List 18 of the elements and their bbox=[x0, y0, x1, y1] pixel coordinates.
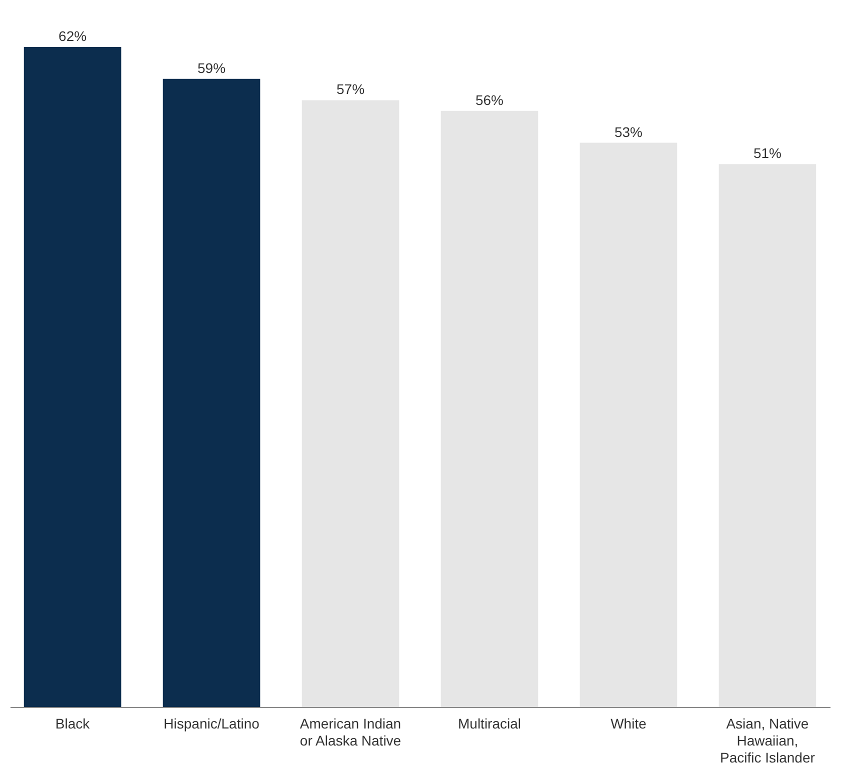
data-label: 51% bbox=[753, 145, 782, 162]
bar bbox=[24, 47, 122, 707]
bar bbox=[580, 142, 678, 707]
data-label: 59% bbox=[198, 60, 226, 76]
bar bbox=[162, 78, 260, 707]
x-tick-label: White bbox=[610, 716, 647, 732]
x-tick-label: American Indian or Alaska Native bbox=[300, 716, 402, 748]
data-label: 56% bbox=[475, 92, 504, 108]
bar bbox=[302, 100, 400, 707]
data-label: 62% bbox=[58, 28, 87, 44]
bar bbox=[440, 110, 538, 707]
x-tick-label: Hispanic/Latino bbox=[164, 716, 260, 732]
bar bbox=[718, 164, 816, 707]
x-tick-label: Black bbox=[55, 716, 91, 732]
x-tick-label: Asian, Native Hawaiian, Pacific Islander bbox=[720, 716, 816, 765]
data-label: 57% bbox=[336, 81, 365, 98]
data-label: 53% bbox=[614, 124, 642, 140]
x-tick-label: Multiracial bbox=[458, 716, 521, 732]
